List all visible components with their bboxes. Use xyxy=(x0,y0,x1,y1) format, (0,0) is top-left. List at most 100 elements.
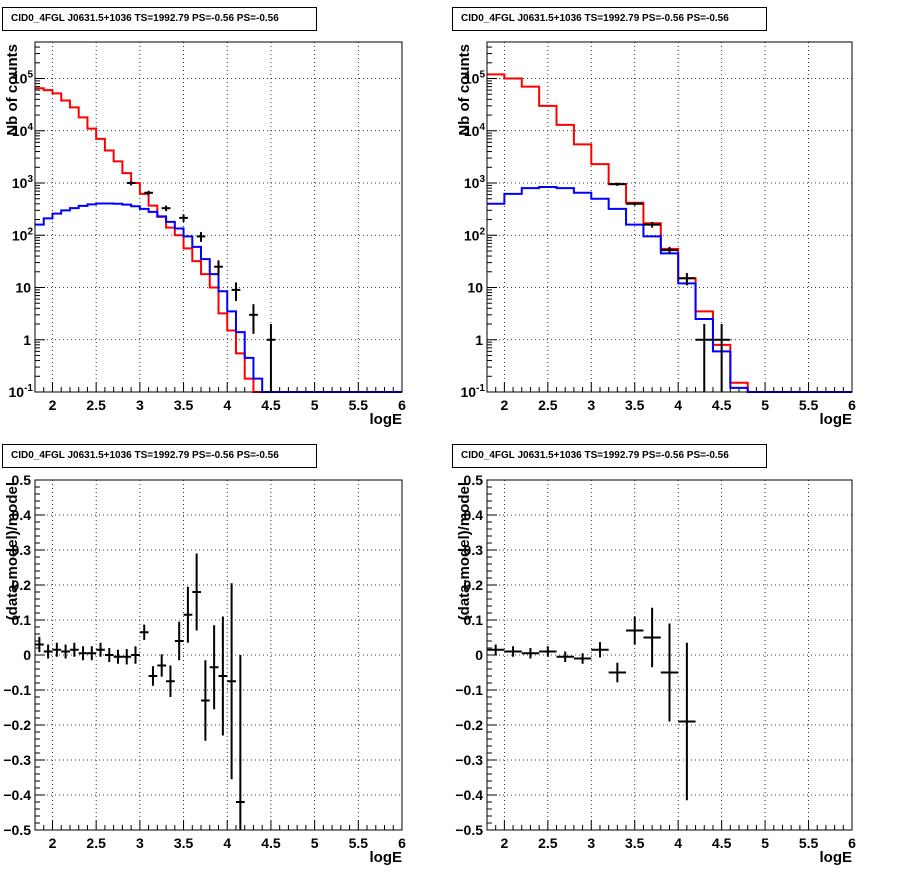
x-tick-label: 3.5 xyxy=(174,835,194,851)
plot-panel-br: 2 2.5 3 3.5 4 4.5 5 5.5 6 −0.5 −0.4 −0.3 −0.2 −0.1 0 0.… xyxy=(455,472,856,866)
panel-title-top-left: CID0_4FGL J0631.5+1036 TS=1992.79 PS=-0.… xyxy=(2,7,317,31)
residual-points xyxy=(35,553,245,830)
grid-lines xyxy=(487,480,852,830)
x-tick-label: 2 xyxy=(49,397,57,413)
y-tick-label: 0 xyxy=(475,647,483,663)
x-tick-label: 5 xyxy=(761,397,769,413)
x-tick-label: 6 xyxy=(398,397,406,413)
data-points xyxy=(126,180,276,392)
x-axis-label: logE xyxy=(820,849,853,866)
y-tick-label: −0.3 xyxy=(3,752,31,768)
x-tick-label: 3 xyxy=(587,835,595,851)
x-tick-label: 5 xyxy=(761,835,769,851)
plot-panel-tl: 2 2.5 3 3.5 4 4.5 5 5.5 6 10-1 1 10 102 103 104 105 logE… xyxy=(4,41,406,428)
y-tick-label: 103 xyxy=(464,174,486,191)
data-points xyxy=(608,182,731,392)
panel-title-bottom-right: CID0_4FGL J0631.5+1036 TS=1992.79 PS=-0.… xyxy=(452,444,767,468)
y-tick-label: 0 xyxy=(23,647,31,663)
y-tick-label: 0.1 xyxy=(12,612,32,628)
y-tick-label: 1 xyxy=(23,332,31,348)
y-tick-label: 102 xyxy=(464,226,486,243)
x-tick-label: 4.5 xyxy=(261,835,281,851)
y-tick-label: −0.5 xyxy=(3,822,31,838)
x-tick-label: 2.5 xyxy=(86,397,106,413)
y-tick-label: −0.2 xyxy=(455,717,483,733)
y-tick-label: −0.2 xyxy=(3,717,31,733)
x-tick-label: 3.5 xyxy=(625,835,645,851)
x-tick-label: 2.5 xyxy=(538,397,558,413)
x-tick-label: 5.5 xyxy=(799,397,819,413)
y-tick-label: 103 xyxy=(12,174,34,191)
y-tick-label: −0.1 xyxy=(3,682,31,698)
y-axis-label: (data-model)/model xyxy=(4,482,21,620)
x-tick-label: 2 xyxy=(500,397,508,413)
y-tick-label: 104 xyxy=(12,122,34,139)
y-tick-label: 0.5 xyxy=(12,472,32,488)
y-tick-label: 102 xyxy=(12,226,34,243)
y-tick-label: 10 xyxy=(467,280,483,296)
x-tick-label: 2 xyxy=(500,835,508,851)
y-tick-label: 0.3 xyxy=(464,542,484,558)
x-tick-label: 4 xyxy=(674,397,682,413)
axis-ticks xyxy=(34,41,403,393)
x-tick-label: 5.5 xyxy=(349,835,369,851)
y-tick-label: 0.4 xyxy=(464,507,484,523)
y-tick-label: −0.4 xyxy=(455,787,483,803)
series-background xyxy=(487,185,852,393)
plot-panel-bl: 2 2.5 3 3.5 4 4.5 5 5.5 6 −0.5 −0.4 −0.3 −0.2 −0.1 0 0.… xyxy=(3,472,406,866)
x-tick-label: 2.5 xyxy=(538,835,558,851)
y-tick-label: 1 xyxy=(475,332,483,348)
x-tick-label: 3.5 xyxy=(625,397,645,413)
y-tick-label: 0.3 xyxy=(12,542,32,558)
x-tick-label: 2.5 xyxy=(86,835,106,851)
x-axis-label: logE xyxy=(370,849,403,866)
x-tick-label: 3 xyxy=(587,397,595,413)
residual-points xyxy=(487,607,696,801)
series-model xyxy=(487,73,852,393)
x-tick-label: 4.5 xyxy=(712,397,732,413)
x-axis-label: logE xyxy=(820,411,853,428)
y-tick-label: 105 xyxy=(12,70,34,87)
y-tick-label: −0.5 xyxy=(455,822,483,838)
x-tick-label: 2 xyxy=(49,835,57,851)
grid-lines xyxy=(35,480,402,830)
x-tick-label: 6 xyxy=(848,397,856,413)
panel-title-top-right: CID0_4FGL J0631.5+1036 TS=1992.79 PS=-0.… xyxy=(452,7,767,31)
x-axis-label: logE xyxy=(370,411,403,428)
x-tick-label: 4 xyxy=(223,397,231,413)
y-tick-label: −0.4 xyxy=(3,787,31,803)
y-tick-label: 0.2 xyxy=(12,577,32,593)
x-tick-label: 3.5 xyxy=(174,397,194,413)
plot-frame xyxy=(486,479,853,831)
y-axis-label: Nb of counts xyxy=(456,44,473,136)
y-tick-label: 0.4 xyxy=(12,507,32,523)
y-axis-label: (data-model)/model xyxy=(456,482,473,620)
x-tick-label: 4.5 xyxy=(261,397,281,413)
y-tick-label: 105 xyxy=(464,70,486,87)
x-tick-label: 5.5 xyxy=(349,397,369,413)
x-tick-label: 5 xyxy=(311,397,319,413)
plot-panel-tr: 2 2.5 3 3.5 4 4.5 5 5.5 6 10-1 1 10 102 103 104 105 logE… xyxy=(456,41,856,428)
x-tick-label: 5 xyxy=(311,835,319,851)
y-tick-label: 0.2 xyxy=(464,577,484,593)
grid-lines xyxy=(487,42,852,392)
plot-frame xyxy=(486,41,853,393)
x-tick-label: 5.5 xyxy=(799,835,819,851)
plot-frame xyxy=(34,41,403,393)
x-tick-label: 3 xyxy=(136,835,144,851)
y-tick-label: −0.1 xyxy=(455,682,483,698)
y-tick-label: 0.5 xyxy=(464,472,484,488)
x-tick-label: 4 xyxy=(223,835,231,851)
y-tick-label: 10 xyxy=(15,280,31,296)
y-axis-label: Nb of counts xyxy=(4,44,21,136)
x-tick-label: 6 xyxy=(848,835,856,851)
x-tick-label: 4.5 xyxy=(712,835,732,851)
y-tick-label: 10-1 xyxy=(9,383,34,400)
plot-frame xyxy=(34,479,403,831)
grid-lines xyxy=(35,42,402,392)
panel-title-bottom-left: CID0_4FGL J0631.5+1036 TS=1992.79 PS=-0.… xyxy=(2,444,317,468)
y-tick-label: 0.1 xyxy=(464,612,484,628)
y-tick-label: 10-1 xyxy=(461,383,486,400)
